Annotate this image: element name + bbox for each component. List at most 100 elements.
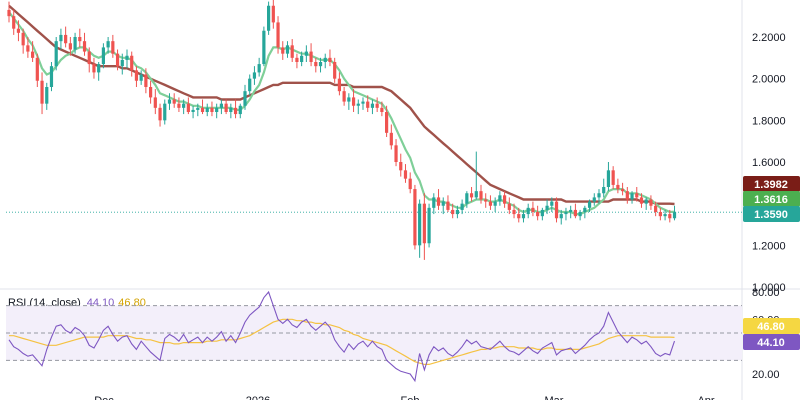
candle	[521, 209, 526, 223]
rsi-tick-label: 20.00	[752, 369, 780, 381]
candle	[177, 97, 181, 112]
candle	[134, 66, 139, 87]
candle-body	[101, 47, 105, 65]
candle	[342, 87, 346, 106]
candle-body	[243, 91, 247, 106]
candle	[87, 47, 91, 73]
candle	[639, 193, 644, 208]
price-tick-label: 1.6000	[752, 157, 786, 169]
candle-body	[125, 55, 129, 60]
candle-body	[182, 103, 186, 108]
candle	[394, 139, 398, 167]
candle-body	[451, 209, 455, 215]
candle-body	[139, 74, 143, 81]
x-tick-label: 2026	[246, 395, 270, 400]
candle	[182, 99, 186, 115]
candle-body	[73, 37, 77, 50]
candle-body	[97, 64, 101, 73]
candle	[125, 49, 129, 69]
candle-body	[611, 170, 615, 185]
candle	[479, 184, 483, 204]
candle-body	[31, 51, 35, 58]
candle	[285, 41, 290, 58]
badge-sma-slow: 1.3982	[743, 176, 800, 192]
candle-body	[12, 16, 16, 29]
candle	[101, 43, 105, 69]
candle-body	[635, 193, 639, 198]
candle-body	[130, 55, 134, 71]
svg-text:1.3982: 1.3982	[754, 179, 788, 191]
candle	[370, 99, 375, 115]
candle	[229, 103, 233, 119]
candle	[45, 82, 49, 110]
candle	[276, 16, 280, 54]
candle-body	[639, 197, 644, 204]
candle	[564, 207, 568, 221]
candle	[215, 103, 219, 119]
svg-text:44.10: 44.10	[757, 337, 785, 349]
candle-body	[64, 34, 68, 44]
candle-body	[134, 70, 139, 81]
candle-body	[606, 170, 611, 187]
candle-body	[356, 103, 360, 106]
candle	[361, 97, 365, 110]
price-tick-label: 1.8000	[752, 115, 786, 127]
candle	[257, 57, 261, 77]
candle	[224, 99, 228, 115]
candle-body	[238, 105, 242, 115]
candle	[441, 197, 445, 215]
candle	[149, 80, 153, 104]
candle-body	[309, 51, 313, 62]
candle-body	[616, 184, 620, 190]
candle-body	[328, 57, 332, 62]
candle	[73, 32, 77, 54]
candle	[503, 191, 507, 208]
svg-text:1.3616: 1.3616	[754, 194, 788, 206]
candle	[243, 84, 247, 110]
candle	[545, 199, 549, 215]
candle-body	[281, 47, 285, 54]
candle	[238, 103, 242, 119]
candle	[413, 184, 417, 250]
candle-body	[82, 41, 87, 52]
candle	[295, 53, 299, 69]
candle	[389, 124, 393, 150]
candle-body	[333, 62, 337, 79]
candle	[474, 151, 478, 200]
candle	[380, 101, 384, 117]
candle	[64, 26, 68, 48]
candle-body	[200, 107, 205, 112]
candle	[569, 205, 573, 219]
candle-body	[49, 66, 54, 87]
candle	[7, 1, 11, 23]
candle	[531, 201, 535, 217]
badge-rsi-ma: 46.80	[743, 318, 800, 334]
candle	[139, 70, 143, 85]
candle-body	[361, 101, 365, 104]
candle-body	[663, 214, 667, 217]
candle-body	[233, 107, 238, 115]
candle-body	[441, 201, 445, 206]
candle	[172, 93, 176, 108]
candle-body	[78, 37, 82, 42]
candle-body	[191, 109, 195, 112]
candle	[512, 203, 516, 219]
candle	[163, 99, 167, 125]
candle-body	[149, 87, 153, 98]
x-tick-label: Apr	[697, 395, 714, 400]
candle-body	[177, 103, 181, 108]
candle-body	[550, 201, 554, 206]
candle-body	[257, 64, 261, 73]
price-pane[interactable]	[6, 0, 742, 260]
candle	[351, 89, 356, 112]
rsi-pane[interactable]: RSI (14, close) 44.10 46.80	[6, 290, 742, 383]
price-tick-label: 2.2000	[752, 32, 786, 44]
candle	[31, 41, 35, 62]
candle	[290, 39, 294, 62]
candle-body	[351, 97, 356, 106]
candle	[606, 162, 611, 192]
candle-body	[120, 59, 124, 67]
candle	[97, 62, 101, 81]
candle-body	[564, 212, 568, 215]
